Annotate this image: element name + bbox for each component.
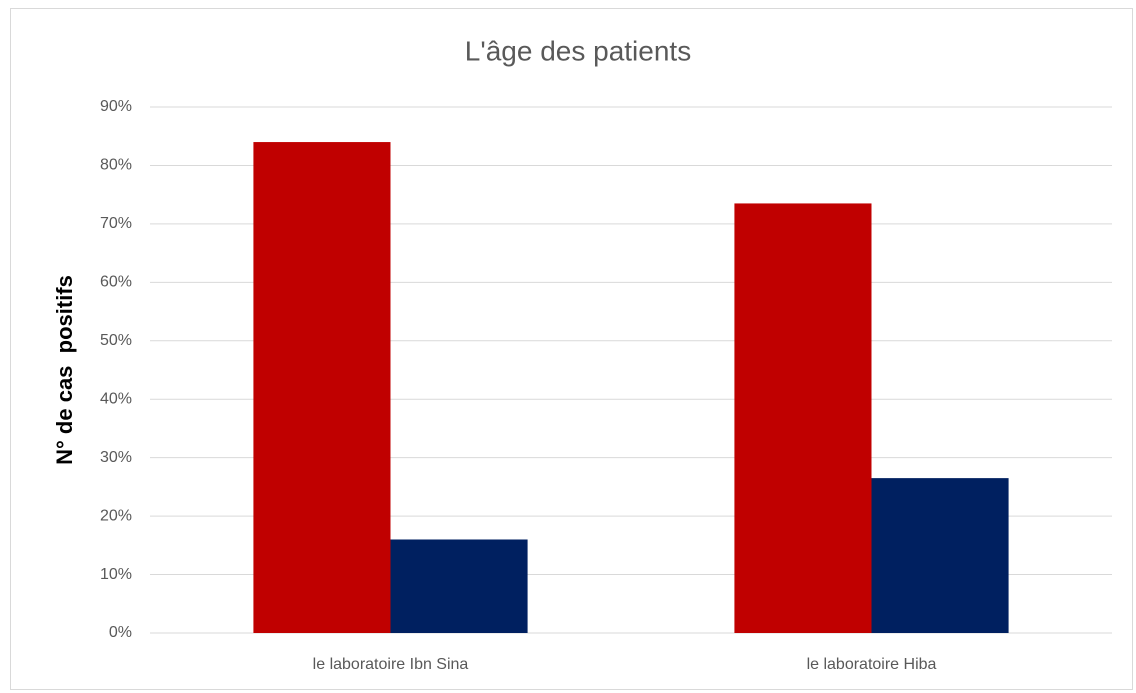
y-tick-label: 50% (100, 332, 132, 349)
y-axis-label: N° de cas positifs (52, 275, 77, 465)
y-tick-label: 40% (100, 390, 132, 407)
y-tick-label: 0% (109, 624, 132, 641)
y-tick-label: 10% (100, 566, 132, 583)
bar (734, 203, 872, 633)
bar (390, 539, 528, 633)
y-tick-label: 80% (100, 157, 132, 174)
y-tick-label: 60% (100, 274, 132, 291)
y-tick-label: 90% (100, 98, 132, 115)
x-tick-label: le laboratoire Ibn Sina (313, 656, 469, 673)
y-tick-label: 70% (100, 215, 132, 232)
bar (253, 142, 391, 634)
y-tick-label: 30% (100, 449, 132, 466)
x-tick-label: le laboratoire Hiba (807, 656, 937, 673)
bar (871, 478, 1009, 633)
chart-title: L'âge des patients (465, 35, 691, 66)
y-tick-label: 20% (100, 507, 132, 524)
